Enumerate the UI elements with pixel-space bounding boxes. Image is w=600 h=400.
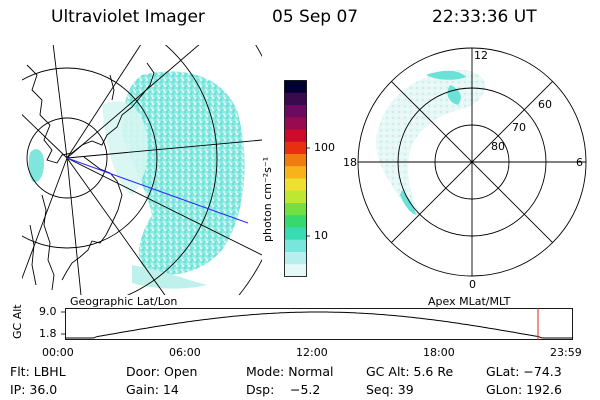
instrument-title: Ultraviolet Imager	[51, 7, 205, 27]
colorbar-segment	[284, 92, 307, 106]
colorbar-segment	[284, 252, 307, 265]
mlat-label-70: 70	[512, 121, 526, 134]
status-seq: Seq: 39	[366, 382, 414, 397]
orbit-xtick-1800: 18:00	[423, 346, 455, 359]
status-dsp-value: −5.2	[290, 382, 321, 397]
orbit-ylabel: GC Alt	[11, 304, 24, 339]
apex-label: Apex MLat/MLT	[428, 295, 511, 308]
status-gain: Gain: 14	[126, 382, 179, 397]
orbit-altitude-plot	[61, 308, 573, 340]
polar-aurora-faint	[375, 70, 486, 220]
mlt-label-18: 18	[343, 156, 357, 169]
status-flt: Flt: LBHL	[10, 364, 66, 379]
orbit-ytick-top: 9.0	[39, 305, 57, 318]
colorbar-segment	[284, 129, 307, 143]
colorbar-segment	[284, 80, 307, 94]
orbit-xtick-0000: 00:00	[42, 346, 74, 359]
geographic-map	[22, 45, 262, 295]
mlt-label-6: 6	[576, 156, 583, 169]
mlt-label-0: 0	[469, 278, 476, 291]
image-time: 22:33:36 UT	[432, 7, 537, 27]
geographic-label: Geographic Lat/Lon	[70, 295, 178, 308]
polar-plot	[357, 47, 587, 277]
mlat-label-80: 80	[491, 140, 505, 153]
colorbar-unit-label: photon cm⁻²s⁻¹	[261, 156, 274, 242]
status-door: Door: Open	[126, 364, 198, 379]
status-glon: GLon: 192.6	[486, 382, 562, 397]
status-ip: IP: 36.0	[10, 382, 58, 397]
colorbar-segment	[284, 215, 307, 228]
aurora-faint-region	[102, 101, 148, 195]
meridian-lines	[22, 45, 262, 295]
colorbar-segment	[284, 105, 307, 118]
image-date: 05 Sep 07	[272, 7, 359, 27]
polar-aurora-bright-right	[447, 85, 461, 105]
colorbar-segment	[284, 117, 307, 130]
orbit-xtick-2359: 23:59	[550, 346, 582, 359]
mlt-label-12: 12	[474, 49, 488, 62]
aurora-west-patch	[28, 149, 44, 183]
orbit-track-line	[66, 157, 249, 224]
colorbar-segment	[284, 239, 307, 253]
colorbar-segment	[284, 264, 307, 277]
status-dsp-label: Dsp:	[246, 382, 275, 397]
status-mode: Mode: Normal	[246, 364, 334, 379]
lat-circle-inner	[26, 117, 108, 199]
lat-circle-outer	[126, 45, 218, 295]
lat-circle-middle	[22, 67, 158, 249]
mlat-label-60: 60	[538, 98, 552, 111]
colorbar-segment	[284, 227, 307, 241]
status-gc-alt: GC Alt: 5.6 Re	[366, 364, 454, 379]
colorbar-segment	[284, 190, 307, 204]
mlt-lines	[358, 48, 586, 276]
polar-aurora-bright-top	[426, 70, 466, 80]
orbit-xtick-0600: 06:00	[169, 346, 201, 359]
orbit-ytick-bottom: 1.8	[39, 327, 57, 340]
colorbar-segment	[284, 178, 307, 192]
colorbar-segment	[284, 166, 307, 179]
aurora-emission-region	[122, 71, 245, 275]
colorbar	[284, 80, 310, 277]
colorbar-segment	[284, 141, 307, 155]
status-glat: GLat: −74.3	[486, 364, 562, 379]
colorbar-segment	[284, 154, 307, 167]
altitude-curve	[66, 311, 572, 339]
colorbar-segment	[284, 203, 307, 216]
colorbar-tick-100: 100	[314, 141, 335, 154]
colorbar-tick-10: 10	[314, 229, 328, 242]
orbit-xtick-1200: 12:00	[296, 346, 328, 359]
polar-aurora-bright-left	[400, 190, 416, 215]
coastline	[26, 62, 155, 291]
